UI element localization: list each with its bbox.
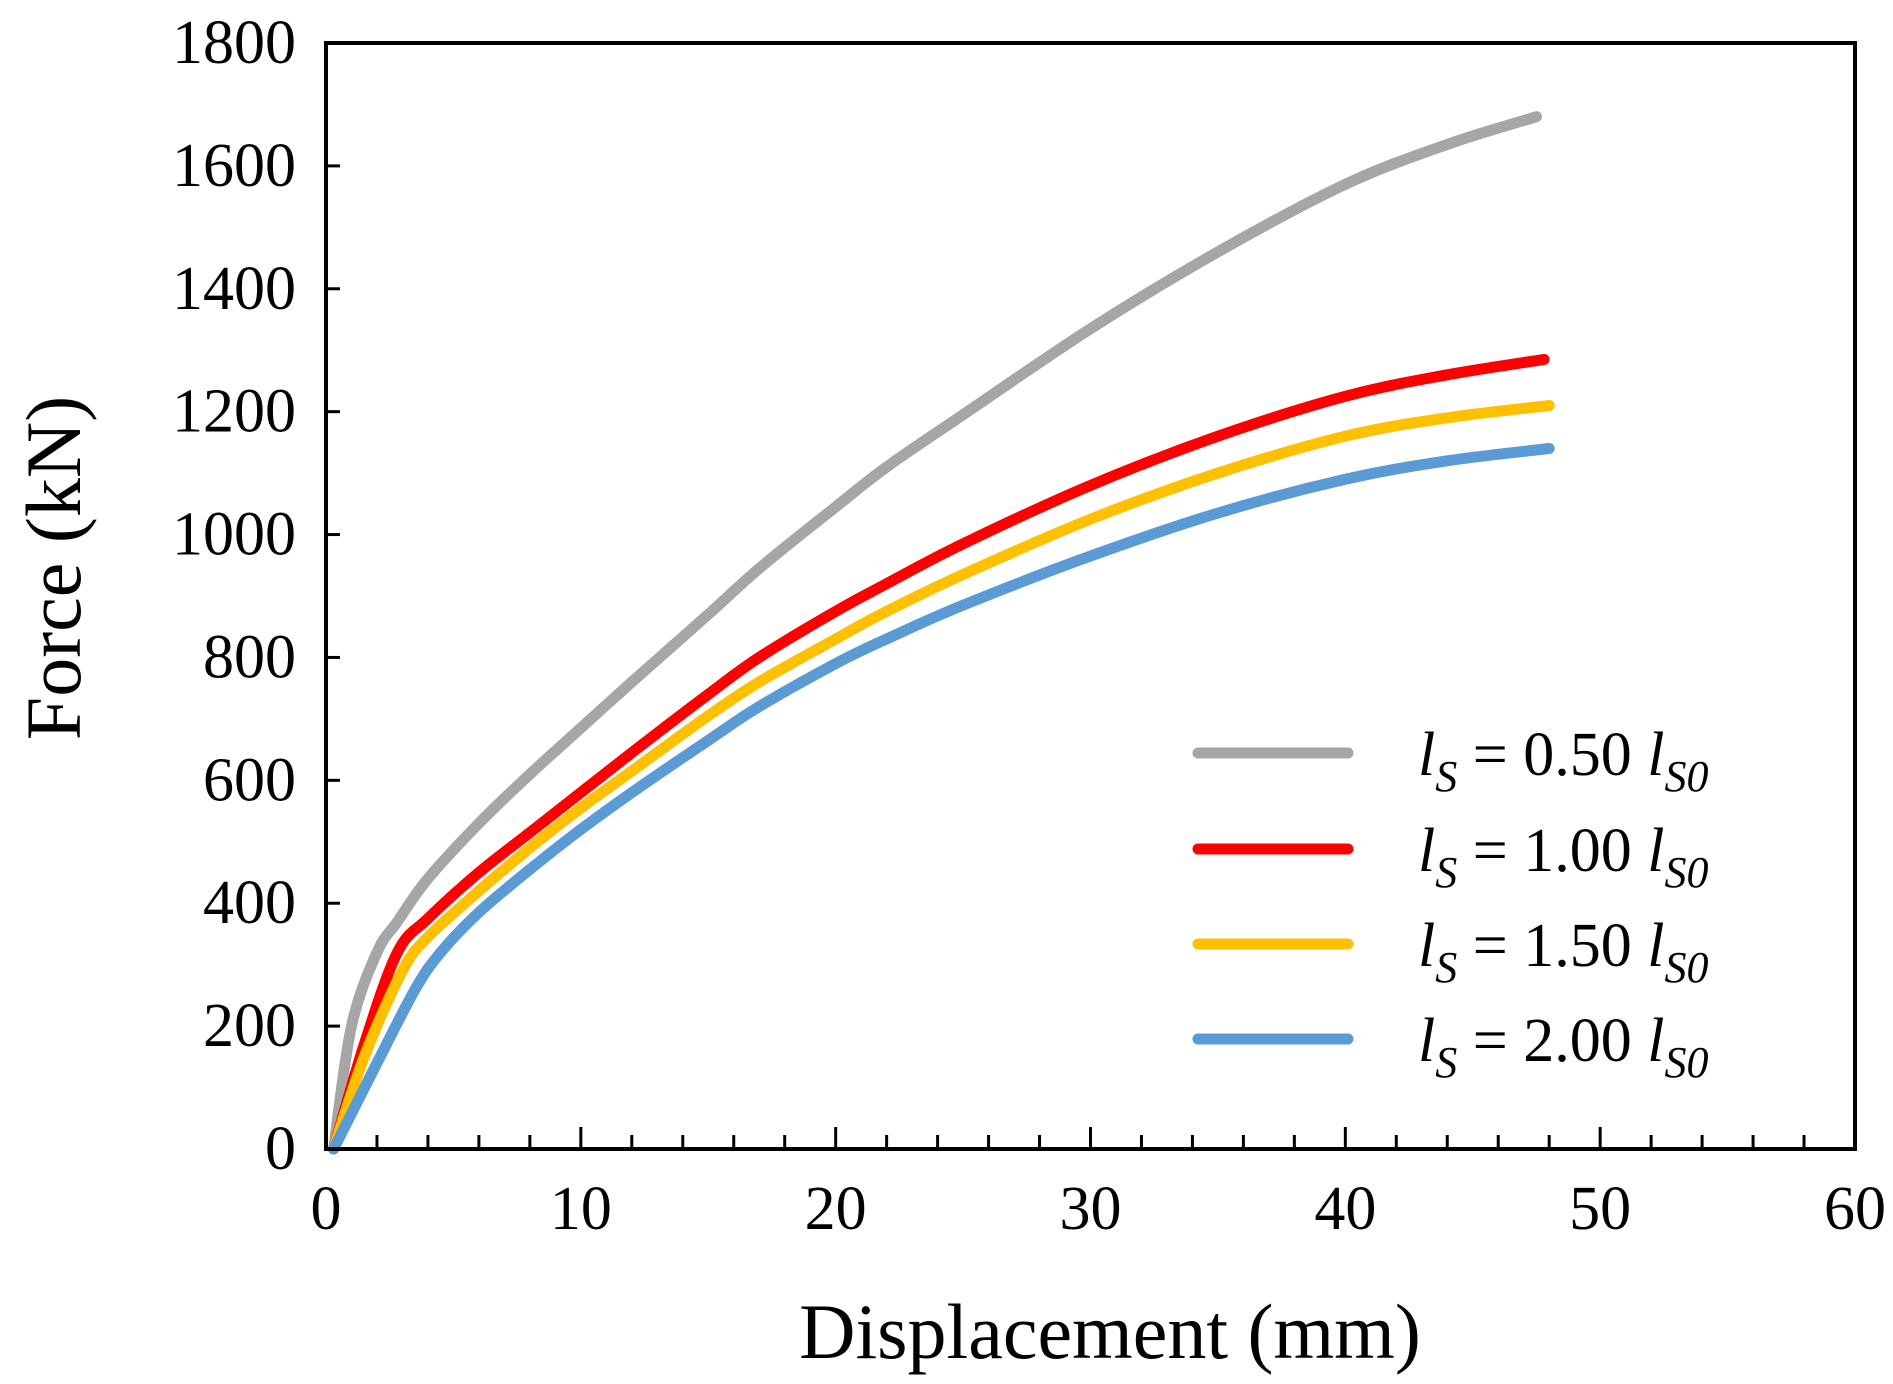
y-tick-label: 800 — [203, 623, 296, 691]
ticks-layer: 0 10 20 30 40 50 60020040060080010001200140016… — [172, 9, 1886, 1243]
legend-label-4: lS = 2.00 lS0 — [1418, 1007, 1708, 1087]
legend-label-1: lS = 0.50 lS0 — [1418, 721, 1708, 801]
series-line-1 — [328, 111, 1542, 1155]
y-axis-title: Force (kN) — [10, 396, 97, 740]
x-tick-label: 30 — [1060, 1175, 1122, 1243]
y-tick-label: 0 — [265, 1115, 296, 1183]
x-tick-label: 40 — [1314, 1175, 1376, 1243]
x-tick-label: 60 — [1824, 1175, 1886, 1243]
legend: lS = 0.50 lS0 lS = 1.00 lS0 lS = 1.50 lS0 l… — [1192, 721, 1708, 1087]
y-tick-label: 400 — [203, 869, 296, 937]
y-tick-label: 1800 — [172, 9, 296, 77]
y-tick-label: 1000 — [172, 501, 296, 569]
x-tick-label: 10 — [550, 1175, 612, 1243]
x-tick-label: 50 — [1569, 1175, 1631, 1243]
x-axis-title: Displacement (mm) — [799, 1288, 1421, 1375]
y-tick-label: 1200 — [172, 378, 296, 446]
legend-label-2: lS = 1.00 lS0 — [1418, 817, 1708, 897]
series-line-2 — [328, 353, 1550, 1155]
legend-label-3: lS = 1.50 lS0 — [1418, 912, 1708, 992]
y-tick-label: 600 — [203, 746, 296, 814]
x-tick-label: 0 — [311, 1175, 342, 1243]
series-line-3 — [328, 400, 1555, 1155]
y-tick-label: 200 — [203, 992, 296, 1060]
y-tick-label: 1600 — [172, 132, 296, 200]
series-line-4 — [328, 443, 1555, 1155]
x-tick-label: 20 — [805, 1175, 867, 1243]
y-tick-label: 1400 — [172, 255, 296, 323]
series-layer — [328, 111, 1555, 1155]
